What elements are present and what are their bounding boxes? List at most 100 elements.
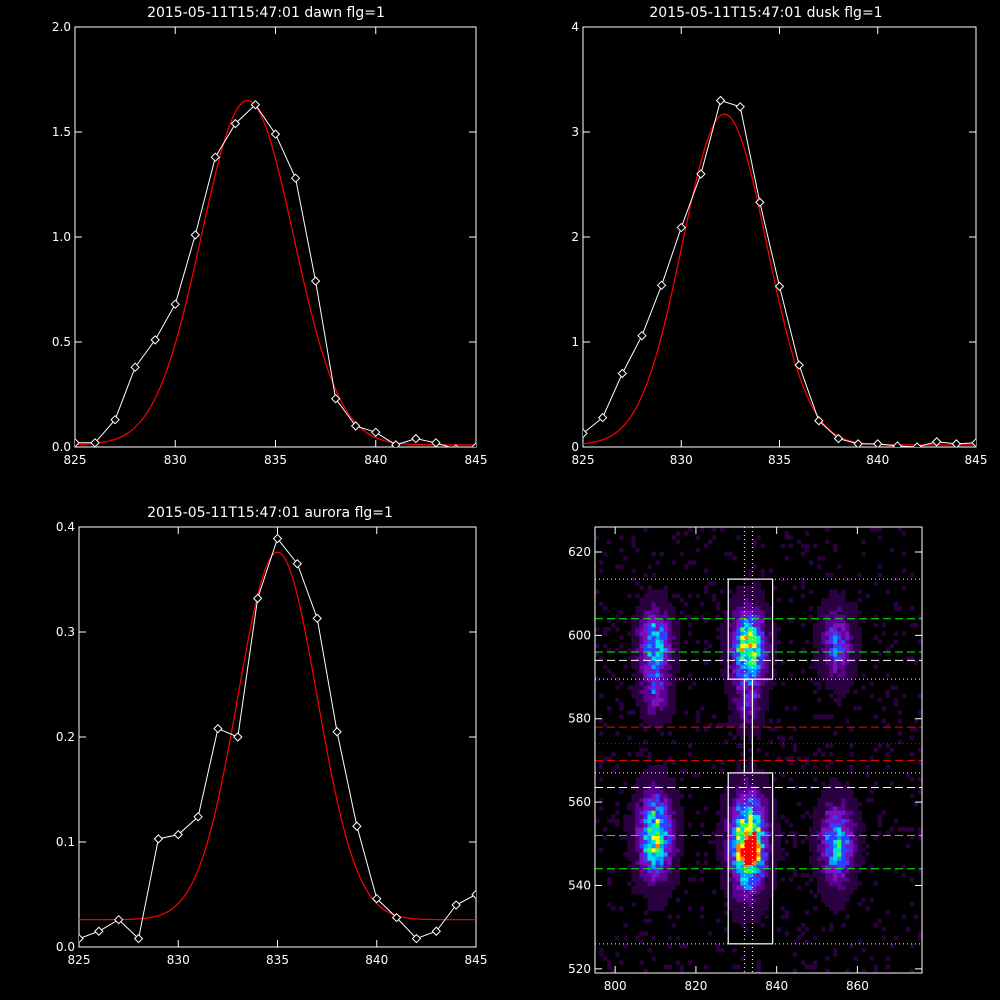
heatmap-cell <box>764 864 769 870</box>
heatmap-cell <box>663 768 668 774</box>
heatmap-cell <box>720 856 725 861</box>
heatmap-cell <box>833 902 838 907</box>
heatmap-cell <box>651 956 656 961</box>
heatmap-cell <box>659 652 664 657</box>
heatmap-cell <box>764 777 769 782</box>
heatmap-cell <box>897 739 903 745</box>
heatmap-cell <box>748 793 753 799</box>
heatmap-cell <box>817 635 822 640</box>
heatmap-cell <box>675 635 681 640</box>
heatmap-cell <box>647 831 652 836</box>
heatmap-cell <box>865 772 870 778</box>
heatmap-cell <box>845 639 850 645</box>
heatmap-cell <box>744 656 749 661</box>
heatmap-cell <box>772 839 777 845</box>
heatmap-cell <box>768 814 773 820</box>
heatmap-cell <box>659 660 664 665</box>
heatmap-cell <box>841 856 846 861</box>
heatmap-cell <box>901 827 907 832</box>
heatmap-cell <box>877 831 882 836</box>
heatmap-cell <box>651 864 656 870</box>
heatmap-cell <box>643 852 648 857</box>
heatmap-cell <box>817 881 822 886</box>
heatmap-cell <box>643 693 648 699</box>
heatmap-cell <box>716 722 721 728</box>
heatmap-cell <box>752 606 757 611</box>
heatmap-cell <box>833 685 838 690</box>
heatmap-cell <box>768 877 773 882</box>
heatmap-cell <box>808 964 814 970</box>
heatmap-cell <box>756 914 761 920</box>
heatmap-cell <box>756 810 761 815</box>
heatmap-cell <box>841 893 846 899</box>
heatmap-cell <box>639 635 644 640</box>
heatmap-cell <box>756 781 761 786</box>
heatmap-cell <box>800 839 806 845</box>
heatmap-cell <box>720 881 725 886</box>
heatmap-cell <box>663 831 668 836</box>
heatmap-cell <box>861 822 866 828</box>
heatmap-cell <box>885 964 891 970</box>
heatmap-cell <box>845 660 850 665</box>
heatmap-cell <box>671 777 677 782</box>
heatmap-cell <box>841 664 846 670</box>
heatmap-cell <box>736 839 741 845</box>
heatmap-cell <box>627 814 632 820</box>
heatmap-cell <box>732 910 737 915</box>
heatmap-cell <box>740 902 745 907</box>
heatmap-cell <box>716 827 721 832</box>
heatmap-cell <box>756 806 761 811</box>
heatmap-cell <box>631 693 636 699</box>
heatmap-cell <box>699 527 705 532</box>
heatmap-cell <box>889 781 895 786</box>
heatmap-cell <box>756 747 761 753</box>
heatmap-cell <box>619 714 624 720</box>
heatmap-cell <box>748 627 753 632</box>
heatmap-cell <box>675 860 681 865</box>
heatmap-cell <box>744 889 749 895</box>
heatmap-cell <box>744 652 749 657</box>
heatmap-cell <box>837 668 842 674</box>
heatmap-cell <box>704 806 709 811</box>
heatmap-cell <box>647 893 652 899</box>
heatmap-cell <box>885 589 891 594</box>
heatmap-cell <box>663 689 668 695</box>
heatmap-cell <box>631 902 636 907</box>
heatmap-cell <box>716 835 721 840</box>
heatmap-cell <box>748 864 753 870</box>
heatmap-cell <box>736 852 741 857</box>
heatmap-cell <box>748 672 753 678</box>
heatmap-cell <box>893 818 899 824</box>
heatmap-cell <box>817 856 822 861</box>
heatmap-cell <box>655 856 660 861</box>
heatmap-cell <box>651 627 656 632</box>
heatmap-cell <box>857 643 862 649</box>
heatmap-cell <box>849 810 854 815</box>
heatmap-cell <box>748 893 753 899</box>
heatmap-cell <box>687 906 693 911</box>
heatmap-cell <box>736 877 741 882</box>
heatmap-cell <box>776 843 782 849</box>
heatmap-cell <box>833 797 838 803</box>
heatmap-cell <box>845 818 850 824</box>
heatmap-cell <box>825 802 830 807</box>
heatmap-cell <box>764 889 769 895</box>
heatmap-cell <box>732 681 737 686</box>
heatmap-cell <box>663 681 668 686</box>
heatmap-cell <box>744 664 749 670</box>
heatmap-cell <box>764 693 769 699</box>
heatmap-cell <box>752 885 757 890</box>
heatmap-cell <box>623 781 628 786</box>
heatmap-cell <box>845 860 850 865</box>
heatmap-cell <box>736 810 741 815</box>
heatmap-cell <box>841 806 846 811</box>
heatmap-cell <box>748 785 753 790</box>
heatmap-cell <box>651 822 656 828</box>
heatmap-cell <box>744 643 749 649</box>
heatmap-cell <box>760 864 765 870</box>
heatmap-cell <box>780 543 786 549</box>
heatmap-cell <box>917 614 923 619</box>
heatmap-cell <box>724 647 729 653</box>
aurora-data-point <box>153 834 164 844</box>
heatmap-cell <box>744 885 749 890</box>
